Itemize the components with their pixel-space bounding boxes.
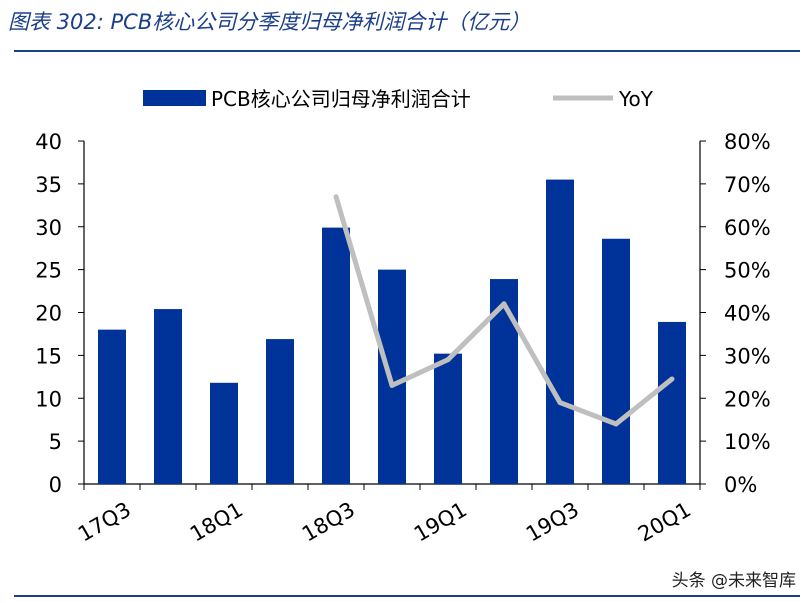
y-right-tick-label: 80% xyxy=(724,130,771,154)
bar xyxy=(602,238,630,484)
x-tick-label: 20Q1 xyxy=(634,497,695,546)
bar xyxy=(546,179,574,484)
y-left-tick-label: 25 xyxy=(35,259,62,283)
bar xyxy=(98,329,126,484)
yoy-point xyxy=(333,194,339,200)
y-left-tick-label: 5 xyxy=(49,430,62,454)
y-left-tick-label: 30 xyxy=(35,216,62,240)
y-right-tick-label: 20% xyxy=(724,387,771,411)
y-left-tick-label: 40 xyxy=(35,130,62,154)
yoy-point xyxy=(669,376,675,382)
yoy-point xyxy=(445,357,451,363)
legend-swatch-bar xyxy=(143,90,206,106)
y-right-tick-label: 0% xyxy=(724,473,757,497)
y-left-tick-label: 15 xyxy=(35,344,62,368)
bar xyxy=(434,353,462,484)
y-right-tick-label: 30% xyxy=(724,344,771,368)
yoy-series xyxy=(333,194,675,427)
axes: 0 5 10 15 20 25 30 35 40 0% 10% 20% 30% 40% 50% 60% 70% 8… xyxy=(35,130,770,497)
bar xyxy=(210,382,238,484)
yoy-point xyxy=(389,382,395,388)
y-right-tick-label: 60% xyxy=(724,216,771,240)
y-right-tick-label: 40% xyxy=(724,302,771,326)
x-tick-label: 19Q3 xyxy=(522,497,583,546)
x-axis-labels: 17Q3 18Q1 18Q3 19Q1 19Q3 20Q1 xyxy=(74,497,695,546)
bar xyxy=(490,279,518,484)
y-left-tick-label: 35 xyxy=(35,173,62,197)
y-left-tick-label: 20 xyxy=(35,302,62,326)
yoy-point xyxy=(557,400,563,406)
yoy-point xyxy=(501,301,507,307)
y-right-tick-label: 70% xyxy=(724,173,771,197)
x-tick-label: 18Q3 xyxy=(298,497,359,546)
y-right-tick-label: 50% xyxy=(724,259,771,283)
bar xyxy=(154,309,182,484)
legend-label-bar: PCB核心公司归母净利润合计 xyxy=(211,87,471,111)
figure-title: 图表 302: PCB核心公司分季度归母净利润合计（亿元） xyxy=(8,10,531,34)
bar xyxy=(266,339,294,484)
bar xyxy=(658,321,686,484)
y-left-tick-label: 10 xyxy=(35,387,62,411)
legend-label-line: YoY xyxy=(618,87,654,111)
legend: PCB核心公司归母净利润合计 YoY xyxy=(143,87,654,111)
x-tick-label: 18Q1 xyxy=(186,497,247,546)
bar xyxy=(322,227,350,485)
source-watermark: 头条 @未来智库 xyxy=(671,571,796,591)
x-tick-label: 17Q3 xyxy=(74,497,135,546)
y-left-tick-label: 0 xyxy=(49,473,62,497)
footer-divider xyxy=(14,595,800,597)
bar-series xyxy=(98,179,686,485)
yoy-point xyxy=(613,421,619,427)
y-right-tick-label: 10% xyxy=(724,430,771,454)
title-divider xyxy=(14,50,800,52)
x-tick-label: 19Q1 xyxy=(410,497,471,546)
